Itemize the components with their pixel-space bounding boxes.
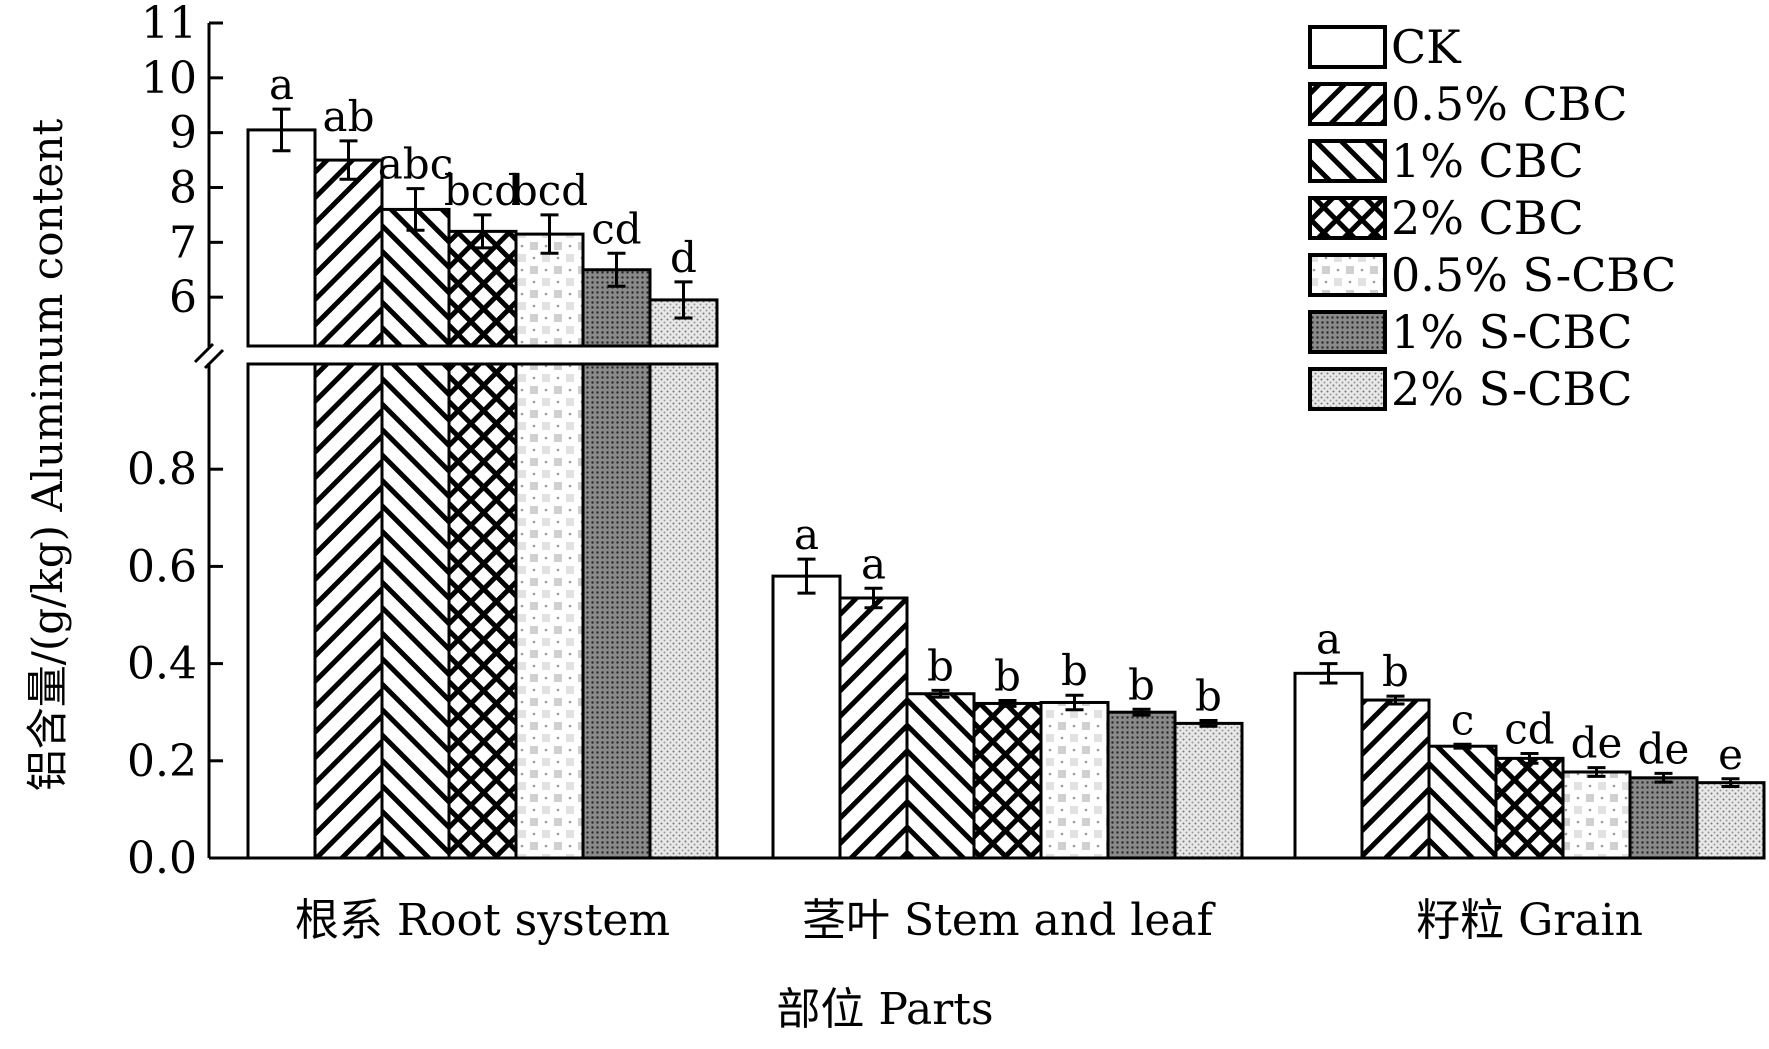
bar [771, 574, 842, 860]
x-axis-title: 部位 Parts [776, 984, 993, 1035]
significance-letter: c [1451, 695, 1475, 744]
bar [1173, 721, 1244, 860]
y-axis-title: 铝含量/(g/kg) Aluminum content [23, 119, 72, 792]
legend-label: 0.5% S-CBC [1391, 248, 1676, 302]
y-tick-label: 0.8 [127, 444, 197, 495]
y-tick-label: 7 [169, 217, 197, 268]
legend-label: 2% S-CBC [1391, 362, 1632, 416]
legend-label: 1% S-CBC [1391, 305, 1632, 359]
significance-letter: b [1061, 646, 1088, 695]
y-tick-label: 9 [169, 108, 197, 159]
bar [1360, 698, 1431, 860]
bar [380, 207, 451, 348]
y-tick-label: 8 [169, 163, 197, 214]
significance-letter: a [1316, 615, 1341, 664]
legend-label: 0.5% CBC [1391, 77, 1628, 131]
x-tick-labels: 根系 Root system 茎叶 Stem and leaf 籽粒 Grain [295, 895, 1643, 946]
bar [380, 362, 451, 860]
legend-label: 2% CBC [1391, 191, 1584, 245]
bar [1561, 770, 1632, 860]
y-tick-label: 10 [141, 53, 197, 104]
bar [514, 362, 585, 860]
significance-letter: a [269, 60, 294, 109]
bar [838, 596, 909, 860]
significance-letter: a [794, 510, 819, 559]
significance-letter: ab [323, 92, 375, 141]
significance-letter: a [861, 539, 886, 588]
axis-break-mark [203, 348, 225, 370]
legend-swatch [1308, 139, 1387, 183]
bar [1628, 776, 1699, 860]
bar [648, 362, 719, 860]
y-tick-label: 11 [141, 0, 197, 49]
significance-letter: de [1571, 719, 1623, 768]
bar [246, 362, 317, 860]
bar [1494, 756, 1565, 860]
significance-letter: b [927, 641, 954, 690]
bar [1293, 671, 1364, 860]
significance-letter: cd [591, 204, 641, 253]
significance-letter: bcd [511, 166, 588, 215]
y-tick-label: 0.0 [127, 833, 197, 884]
significance-letter: bcd [444, 166, 521, 215]
y-tick-label: 0.2 [127, 736, 197, 787]
significance-letter: cd [1504, 705, 1554, 754]
significance-letter: d [670, 233, 697, 282]
significance-letter: b [1128, 660, 1155, 709]
x-tick-label: 茎叶 Stem and leaf [802, 895, 1216, 946]
bar [581, 362, 652, 860]
significance-letter: b [1382, 647, 1409, 696]
bar [905, 692, 976, 860]
y-tick-label: 0.6 [127, 541, 197, 592]
legend-swatch [1308, 253, 1387, 297]
legend-swatch [1308, 310, 1387, 354]
legend-swatch [1308, 25, 1387, 69]
legend-swatch [1308, 82, 1387, 126]
bar [1695, 781, 1766, 860]
bar [1039, 700, 1110, 860]
significance-letter: de [1638, 724, 1690, 773]
y-tick-label: 0.4 [127, 639, 197, 690]
significance-letter: b [1195, 671, 1222, 720]
bar [313, 362, 384, 860]
bar [313, 158, 384, 348]
significance-letter: b [994, 652, 1021, 701]
bar [1427, 744, 1498, 860]
significance-letter: e [1718, 730, 1743, 779]
legend-swatch [1308, 367, 1387, 411]
bar [447, 362, 518, 860]
legend-label: 1% CBC [1391, 134, 1584, 188]
legend-label: CK [1391, 20, 1462, 74]
x-tick-label: 根系 Root system [295, 895, 670, 946]
legend-swatch [1308, 196, 1387, 240]
axis-break-mark [193, 342, 215, 364]
x-tick-label: 籽粒 Grain [1416, 895, 1643, 946]
bar [1106, 710, 1177, 860]
bar [972, 701, 1043, 860]
significance-letter: abc [378, 140, 453, 189]
y-tick-label: 6 [169, 272, 197, 323]
bar [246, 128, 317, 348]
